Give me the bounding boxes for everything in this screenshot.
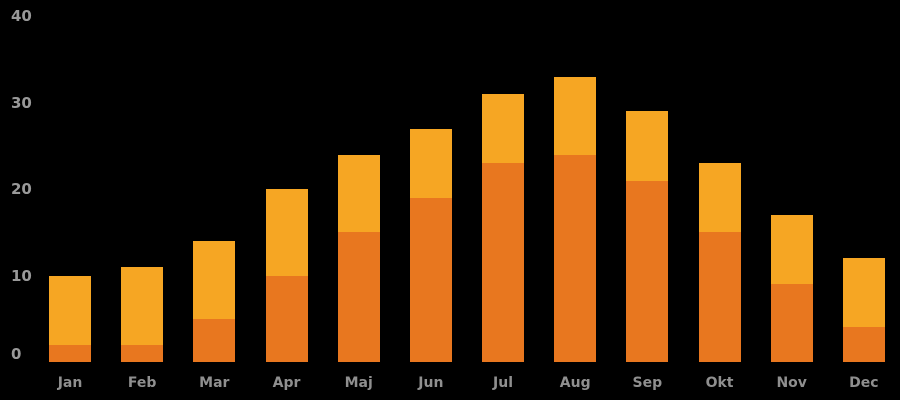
bar-segment-light-nov[interactable]	[770, 215, 813, 285]
bar-segment-dark-feb[interactable]	[121, 344, 164, 362]
x-axis-label-aug: Aug	[559, 375, 591, 391]
bar-segment-dark-mar[interactable]	[193, 318, 236, 362]
bar-segment-light-apr[interactable]	[265, 189, 308, 276]
x-axis-label-okt: Okt	[705, 375, 734, 391]
bar-sep[interactable]	[626, 111, 669, 362]
x-axis-label-jul: Jul	[493, 375, 513, 391]
bar-nov[interactable]	[770, 215, 813, 362]
x-axis-label-mar: Mar	[199, 375, 230, 391]
bar-apr[interactable]	[265, 189, 308, 362]
x-axis-label-apr: Apr	[272, 375, 301, 391]
bar-jan[interactable]	[49, 275, 91, 362]
bar-okt[interactable]	[698, 163, 741, 362]
bar-segment-light-jan[interactable]	[49, 275, 91, 345]
bar-segment-dark-dec[interactable]	[842, 327, 885, 362]
bar-segment-light-jun[interactable]	[409, 128, 452, 198]
bar-jun[interactable]	[409, 128, 452, 362]
bar-segment-light-feb[interactable]	[121, 266, 164, 345]
bar-segment-dark-okt[interactable]	[698, 232, 741, 362]
bar-segment-light-okt[interactable]	[698, 163, 741, 233]
bar-segment-dark-apr[interactable]	[265, 275, 308, 362]
bar-mar[interactable]	[193, 241, 236, 362]
x-axis-label-jan: Jan	[57, 375, 83, 391]
bar-segment-light-jul[interactable]	[482, 94, 525, 164]
bar-jul[interactable]	[482, 94, 525, 362]
bar-segment-light-dec[interactable]	[842, 258, 885, 328]
bar-segment-dark-jul[interactable]	[482, 163, 525, 362]
x-axis-label-jun: Jun	[418, 375, 444, 391]
bar-segment-dark-sep[interactable]	[626, 180, 669, 362]
bar-segment-light-maj[interactable]	[337, 154, 380, 233]
bar-dec[interactable]	[842, 258, 885, 362]
x-axis-label-nov: Nov	[776, 375, 807, 391]
y-axis-tick-label: 40	[11, 7, 32, 26]
y-axis-tick-label: 10	[11, 266, 32, 285]
y-axis-tick-label: 0	[11, 345, 22, 363]
bar-segment-dark-jan[interactable]	[49, 344, 91, 362]
x-axis-label-maj: Maj	[344, 375, 373, 391]
bar-maj[interactable]	[337, 154, 380, 362]
bar-segment-dark-nov[interactable]	[770, 284, 813, 362]
bar-segment-dark-aug[interactable]	[554, 154, 597, 362]
x-axis-label-dec: Dec	[849, 375, 879, 391]
bar-segment-dark-jun[interactable]	[409, 197, 452, 362]
x-axis-label-sep: Sep	[632, 375, 663, 391]
y-axis-tick-label: 30	[11, 93, 32, 112]
bar-segment-light-sep[interactable]	[626, 111, 669, 181]
bar-segment-dark-maj[interactable]	[337, 232, 380, 362]
bar-aug[interactable]	[554, 76, 597, 362]
bar-segment-light-aug[interactable]	[554, 76, 597, 155]
bar-feb[interactable]	[121, 266, 164, 362]
bar-segment-light-mar[interactable]	[193, 241, 236, 319]
x-axis-label-feb: Feb	[127, 375, 157, 391]
y-axis-tick-label: 20	[11, 180, 32, 199]
